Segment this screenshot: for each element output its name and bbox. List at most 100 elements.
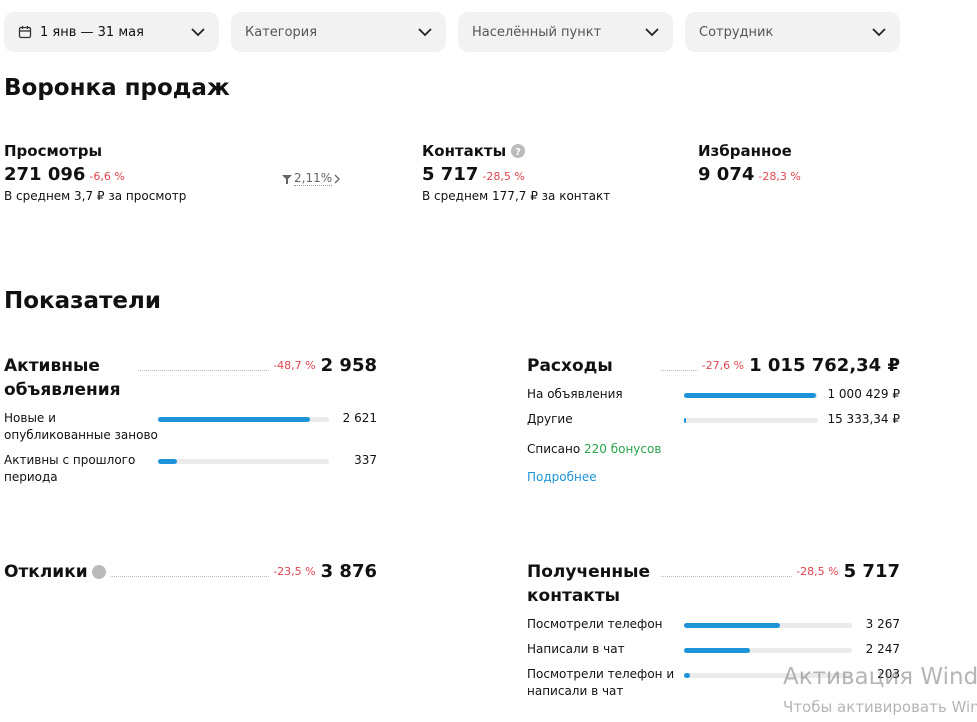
metric-value: 5 717	[843, 561, 900, 582]
bar-fill	[684, 393, 816, 398]
row-value: 203	[877, 667, 900, 681]
metric-block: Расходы -27,6 % 1 015 762,34 ₽ На объявлени…	[527, 354, 900, 484]
metric-change: -28,5 %	[796, 565, 839, 578]
funnel-label: Контакты	[422, 142, 507, 160]
bar-track	[684, 393, 818, 398]
row-label: Другие	[527, 412, 573, 426]
funnel-note: В среднем 3,7 ₽ за просмотр	[4, 189, 187, 203]
row-value: 1 000 429 ₽	[827, 387, 900, 401]
metric-block: Активные объявления -48,7 % 2 958 Новые и о…	[4, 354, 377, 486]
help-icon[interactable]: ?	[511, 144, 526, 158]
details-link[interactable]: Подробнее	[527, 470, 597, 484]
conversion-value: 2,11%	[294, 171, 333, 186]
metric-change: -23,5 %	[273, 565, 316, 578]
metric-label: Расходы	[527, 356, 613, 376]
chevron	[645, 28, 659, 37]
bar-fill	[158, 417, 310, 422]
metric-label: Активные объявления	[4, 356, 121, 400]
metric-row: Написали в чат 2 247	[527, 641, 900, 658]
date-filter[interactable]: 1 янв — 31 мая	[4, 12, 219, 52]
bar-fill	[684, 648, 751, 653]
row-value: 2 621	[342, 411, 377, 425]
funnel-value: 5 717	[422, 164, 479, 185]
funnel-change: -6,6 %	[89, 170, 125, 183]
metric-block: Полученные контакты -28,5 % 5 717 Посмотрел…	[527, 560, 900, 700]
row-label: На объявления	[527, 387, 623, 401]
bar-track	[684, 673, 852, 678]
bonus-amount: 220 бонусов	[584, 442, 662, 456]
bar-fill	[684, 418, 687, 423]
metric-block: Отклики -23,5 % 3 876	[4, 560, 377, 584]
help-icon[interactable]	[91, 565, 106, 579]
metric-value: 2 958	[320, 355, 377, 376]
leader	[109, 560, 270, 577]
row-value: 3 267	[865, 617, 900, 631]
calendar-icon	[18, 26, 32, 39]
metric-header: Активные объявления -48,7 % 2 958	[4, 354, 377, 402]
row-label: Посмотрели телефон	[527, 617, 663, 631]
metric-header: Расходы -27,6 % 1 015 762,34 ₽	[527, 354, 900, 378]
city-filter[interactable]: Населённый пункт	[458, 12, 673, 52]
metric-row: Активны с прошлого периода 337	[4, 452, 377, 486]
filter-label: 1 янв — 31 мая	[40, 24, 144, 40]
row-label: Посмотрели телефон и написали в чат	[527, 667, 675, 698]
row-label: Новые и опубликованные заново	[4, 411, 158, 442]
leader	[661, 354, 698, 371]
section-title: Воронка продаж	[4, 75, 230, 101]
bar-track	[684, 648, 852, 653]
conversion[interactable]: 2,11%	[282, 171, 342, 186]
metric-row: На объявления 1 000 429 ₽	[527, 386, 900, 403]
category-filter[interactable]: Категория	[231, 12, 446, 52]
metric-change: -48,7 %	[273, 359, 316, 372]
funnel-label: Просмотры	[4, 142, 103, 160]
funnel-change: -28,5 %	[482, 170, 525, 183]
funnel-item: Просмотры 271 096 -6,6 % В среднем 3,7 ₽ …	[4, 142, 186, 203]
metric-row: Посмотрели телефон и написали в чат 203	[527, 666, 900, 700]
filter-label: Категория	[245, 24, 318, 40]
row-label: Написали в чат	[527, 642, 625, 656]
metric-row: Новые и опубликованные заново 2 621	[4, 410, 377, 444]
chevron-right	[334, 174, 341, 183]
funnel-value: 271 096	[4, 164, 86, 185]
bar-fill	[158, 459, 178, 464]
funnel-item: Контакты ? 5 717 -28,5 % В среднем 177,7 …	[422, 142, 610, 203]
row-value: 337	[354, 453, 377, 467]
section-title: Показатели	[4, 288, 161, 314]
row-value: 15 333,34 ₽	[827, 412, 900, 426]
employee-filter[interactable]: Сотрудник	[685, 12, 900, 52]
watermark-subtitle: Чтобы активировать Windows	[783, 698, 977, 716]
filter-label: Сотрудник	[699, 24, 774, 40]
bar-track	[158, 417, 329, 422]
bar-fill	[684, 623, 780, 628]
bar-track	[158, 459, 329, 464]
funnel-label: Избранное	[698, 142, 792, 160]
watermark-title: Активация Windows	[783, 664, 977, 690]
svg-text:?: ?	[516, 147, 522, 158]
metric-label: Полученные контакты	[527, 562, 651, 606]
chevron	[872, 28, 886, 37]
bar-fill	[684, 673, 690, 678]
metric-change: -27,6 %	[701, 359, 745, 372]
bar-track	[684, 623, 852, 628]
metric-header: Полученные контакты -28,5 % 5 717	[527, 560, 900, 608]
metric-value: 1 015 762,34 ₽	[749, 355, 900, 376]
funnel-item: Избранное 9 074 -28,3 %	[698, 142, 801, 185]
leader	[661, 560, 793, 577]
filter-label: Населённый пункт	[472, 24, 602, 40]
funnel-icon	[282, 174, 292, 184]
chevron	[191, 28, 205, 37]
bonus-line: Списано 220 бонусов	[527, 442, 900, 456]
metric-value: 3 876	[320, 561, 377, 582]
metric-row: Посмотрели телефон 3 267	[527, 616, 900, 633]
chevron	[418, 28, 432, 37]
metric-row: Другие 15 333,34 ₽	[527, 411, 900, 428]
metric-label: Отклики	[4, 560, 106, 584]
bar-track	[684, 418, 818, 423]
row-label: Активны с прошлого периода	[4, 453, 136, 484]
funnel-change: -28,3 %	[758, 170, 801, 183]
funnel-value: 9 074	[698, 164, 755, 185]
funnel-note: В среднем 177,7 ₽ за контакт	[422, 189, 611, 203]
bonus-text: Списано	[527, 442, 581, 456]
leader	[138, 354, 270, 371]
